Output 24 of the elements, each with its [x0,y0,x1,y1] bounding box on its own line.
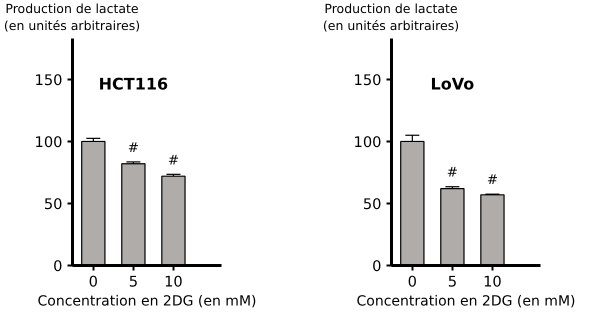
y-tick-label: 0 [53,258,63,275]
x-tick-label: 10 [164,274,183,290]
y-tick-label: 150 [354,72,382,89]
data-label: # [128,140,139,156]
data-label: # [486,173,498,188]
y-tick-label: 100 [354,134,382,151]
data-label: # [446,166,458,181]
text: LoVo [430,74,474,94]
x-tick-label: 0 [88,274,98,290]
data-label: # [168,153,180,168]
x-axis-title: Concentration en 2DG (en mM) [356,294,576,310]
x-tick-label: 0 [408,274,417,290]
x-tick-label: 5 [448,274,458,290]
y-tick-label: 0 [372,258,382,275]
text: HCT116 [98,74,168,94]
x-tick-label: 5 [128,274,138,290]
y-tick-label: 100 [34,134,63,151]
x-axis-title: Concentration en 2DG (en mM) [38,294,257,310]
x-tick-label: 10 [483,274,502,290]
y-tick-label: 50 [362,196,382,213]
y-tick-label: 50 [44,196,63,213]
y-axis-title: Production de lactate (en unités arbitraires) [322,0,460,34]
y-axis-title: Production de lactate (en unités arbitraires) [4,0,140,34]
y-tick-label: 150 [34,72,63,89]
